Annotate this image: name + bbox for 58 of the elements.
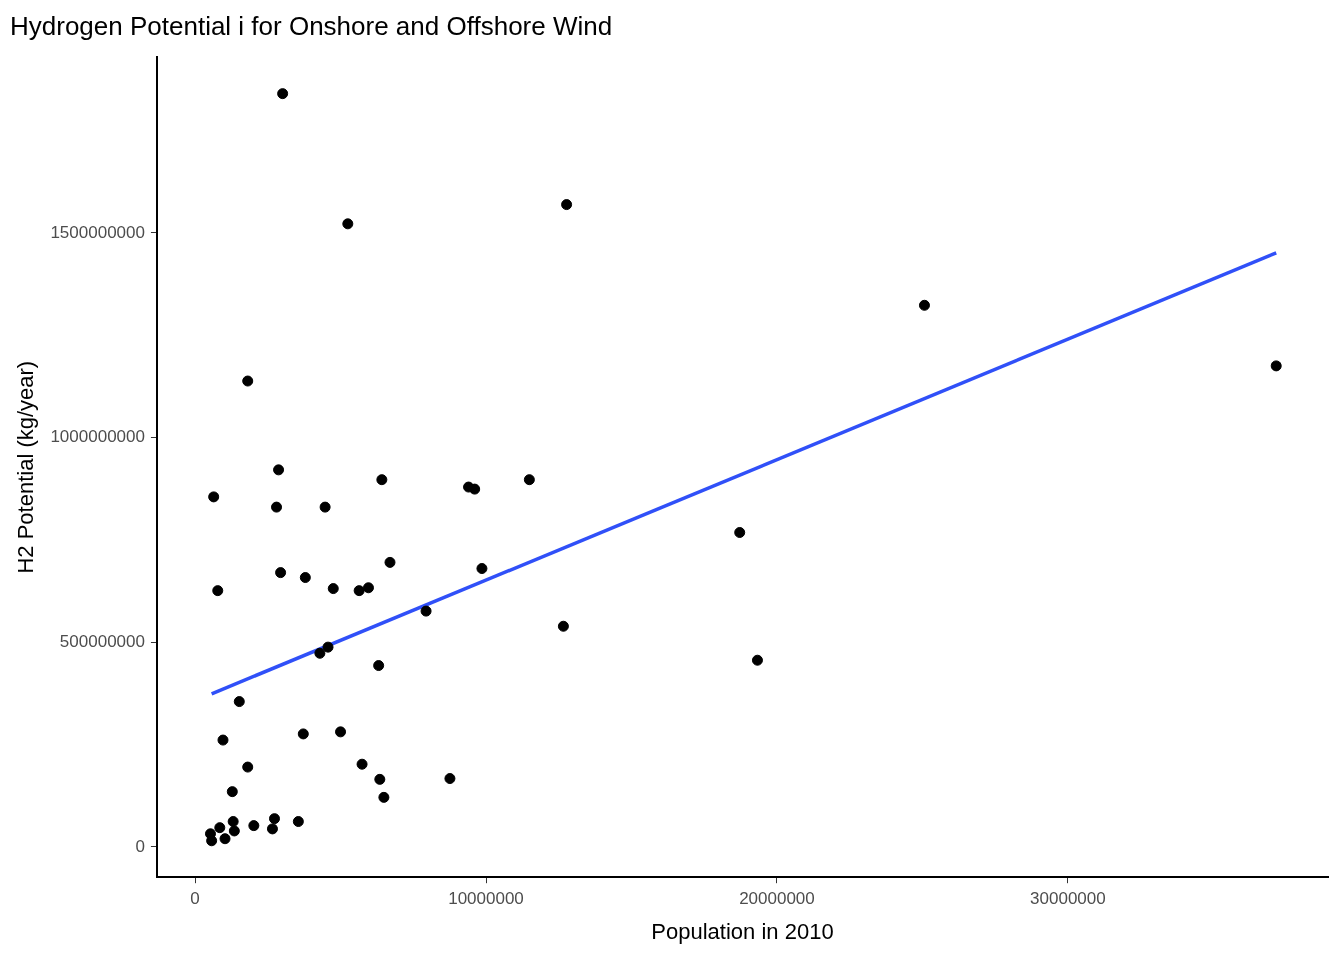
point bbox=[226, 786, 238, 798]
point bbox=[208, 491, 220, 503]
point bbox=[275, 567, 287, 579]
y-tick-label: 500000000 bbox=[59, 631, 145, 651]
point bbox=[734, 527, 746, 538]
point bbox=[523, 474, 535, 486]
point bbox=[228, 825, 240, 837]
point bbox=[299, 572, 311, 584]
x-tick-label: 10000000 bbox=[448, 889, 524, 909]
y-axis-title: H2 Potential (kg/year) bbox=[13, 360, 39, 574]
point bbox=[217, 734, 229, 746]
point bbox=[248, 820, 260, 832]
point bbox=[292, 816, 304, 828]
point bbox=[356, 758, 368, 770]
point bbox=[378, 791, 390, 803]
point bbox=[319, 501, 331, 513]
point bbox=[214, 822, 226, 834]
y-tick-label: 1500000000 bbox=[50, 222, 145, 242]
point bbox=[242, 375, 254, 387]
chart-title: Hydrogen Potential i for Onshore and Offshore Wind bbox=[10, 10, 613, 41]
point bbox=[314, 647, 326, 659]
point bbox=[297, 728, 309, 740]
point bbox=[273, 464, 285, 476]
point bbox=[227, 816, 239, 828]
point bbox=[353, 585, 365, 597]
point bbox=[444, 773, 456, 785]
point bbox=[420, 605, 432, 617]
point bbox=[374, 773, 386, 785]
point bbox=[384, 556, 396, 568]
point bbox=[266, 823, 278, 835]
x-axis-title: Population in 2010 bbox=[651, 918, 834, 944]
point bbox=[268, 813, 280, 825]
point bbox=[557, 620, 569, 632]
y-tick-label: 1000000000 bbox=[50, 427, 145, 447]
x-tick-label: 20000000 bbox=[739, 889, 815, 909]
x-tick-label: 0 bbox=[190, 889, 200, 909]
x-tick-label: 30000000 bbox=[1030, 889, 1106, 909]
point bbox=[327, 583, 339, 595]
point bbox=[476, 563, 488, 575]
point bbox=[918, 299, 930, 311]
point bbox=[271, 501, 283, 513]
point bbox=[233, 696, 245, 708]
point bbox=[212, 585, 224, 597]
point bbox=[751, 654, 763, 666]
point bbox=[469, 483, 481, 495]
y-tick-label: 0 bbox=[135, 836, 145, 856]
point bbox=[1270, 360, 1282, 372]
point bbox=[335, 726, 347, 738]
point bbox=[242, 761, 254, 773]
point bbox=[373, 660, 385, 672]
point bbox=[219, 833, 231, 845]
point bbox=[277, 88, 289, 100]
point bbox=[376, 474, 388, 486]
point bbox=[342, 218, 354, 230]
point bbox=[322, 641, 334, 653]
point bbox=[362, 582, 374, 594]
point bbox=[561, 199, 573, 211]
point bbox=[206, 835, 218, 847]
